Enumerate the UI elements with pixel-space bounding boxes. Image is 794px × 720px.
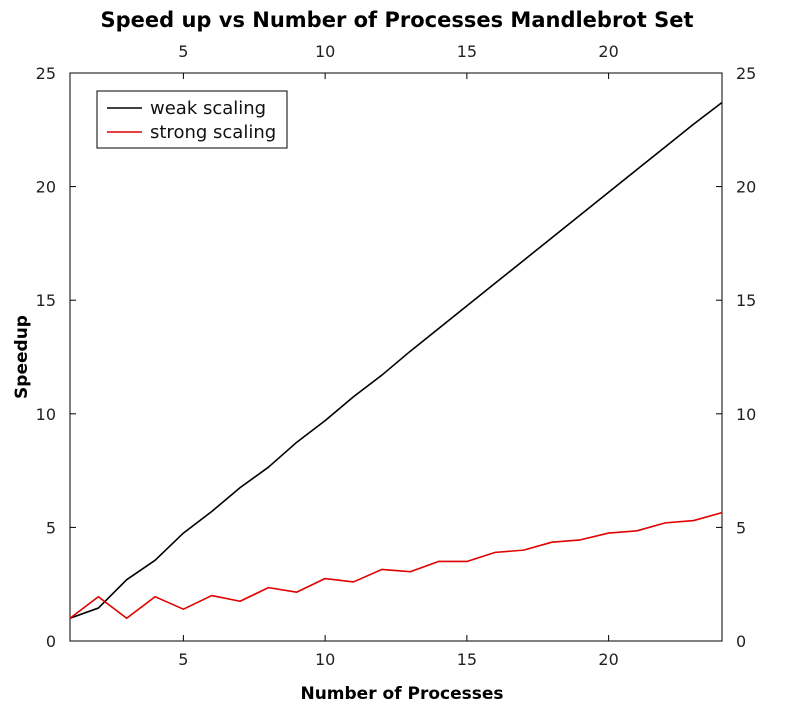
y-tick-label-right: 25 [736,64,756,83]
y-tick-label-left: 20 [36,178,56,197]
y-tick-label-left: 0 [46,632,56,651]
y-tick-label-right: 5 [736,518,746,537]
chart-title: Speed up vs Number of Processes Mandlebr… [101,8,694,32]
y-axis-label: Speedup [12,315,32,399]
series-layer [69,101,723,620]
x-tick-label-top: 5 [178,42,188,61]
y-tick-label-left: 5 [46,518,56,537]
axis-ticks: 5 5 10 10 15 15 20 20 0 0 5 5 10 10 15 15 20 20 25 25 [36,42,757,669]
y-tick-label-left: 25 [36,64,56,83]
y-tick-label-left: 10 [36,405,56,424]
legend: weak scaling strong scaling [96,90,288,149]
legend-label-strong-scaling: strong scaling [150,122,276,143]
x-tick-label-top: 20 [598,42,618,61]
x-tick-label-top: 10 [315,42,335,61]
x-axis-label: Number of Processes [300,684,503,704]
y-tick-label-right: 15 [736,291,756,310]
plot-frame [69,72,723,642]
y-tick-label-right: 20 [736,178,756,197]
x-tick-label-bottom: 15 [457,650,477,669]
x-tick-label-bottom: 20 [598,650,618,669]
y-tick-label-right: 10 [736,405,756,424]
legend-label-weak-scaling: weak scaling [150,98,266,119]
x-tick-label-top: 15 [457,42,477,61]
y-tick-label-left: 15 [36,291,56,310]
series-line-weak-scaling [69,101,723,620]
x-tick-label-bottom: 10 [315,650,335,669]
x-tick-label-bottom: 5 [178,650,188,669]
legend-box [96,90,288,149]
y-tick-label-right: 0 [736,632,746,651]
series-line-strong-scaling [69,511,723,620]
